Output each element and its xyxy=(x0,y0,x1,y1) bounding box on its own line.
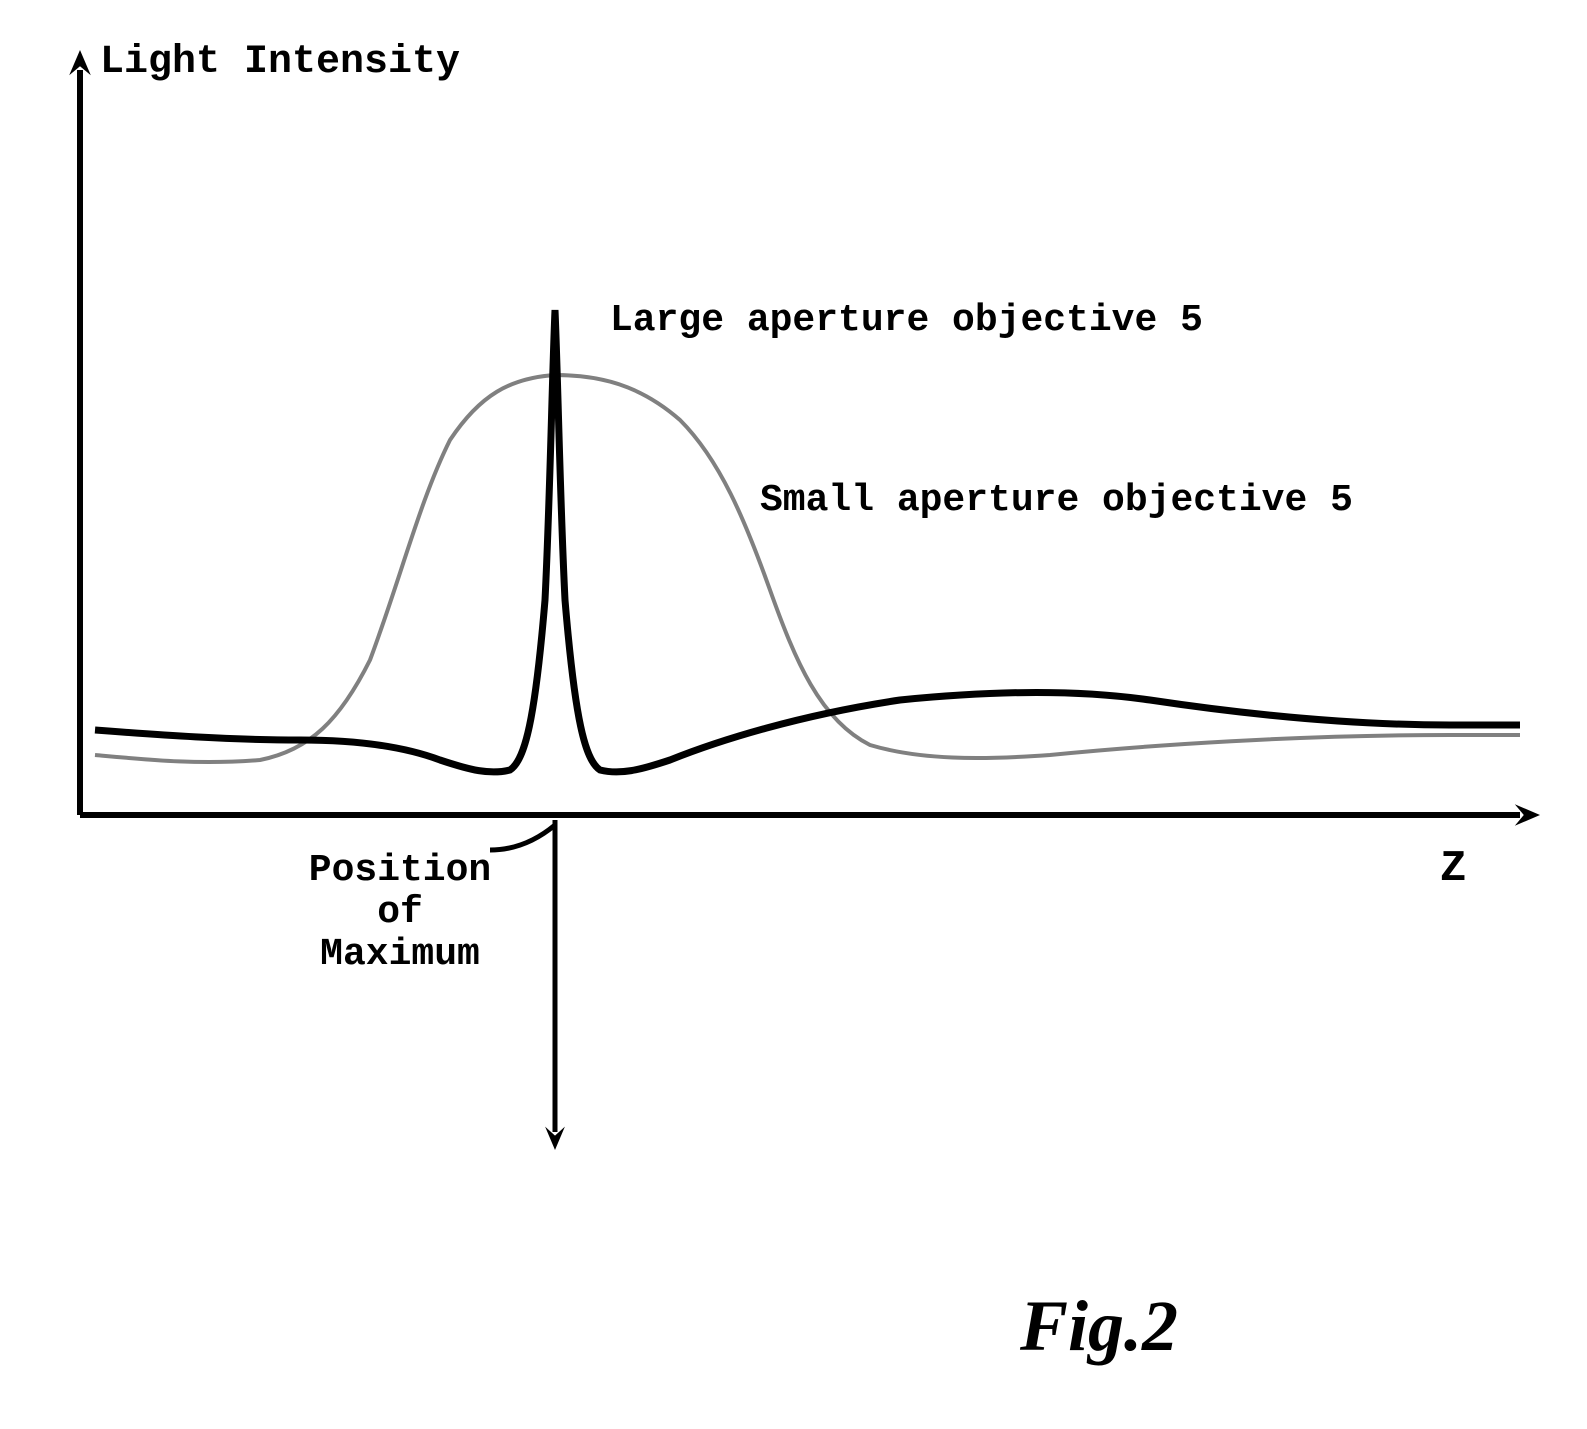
figure-caption: Fig.2 xyxy=(1019,1286,1178,1366)
figure-diagram: Light Intensity Z Large aperture objecti… xyxy=(0,0,1587,1429)
position-label-line3: Maximum xyxy=(320,933,480,976)
diagram-svg: Light Intensity Z Large aperture objecti… xyxy=(0,0,1587,1429)
y-axis-label: Light Intensity xyxy=(100,40,460,85)
large-aperture-curve xyxy=(95,310,1520,772)
x-axis-label: Z xyxy=(1440,844,1466,894)
small-aperture-label: Small aperture objective 5 xyxy=(760,479,1353,522)
large-aperture-label: Large aperture objective 5 xyxy=(610,299,1203,342)
position-label-line1: Position xyxy=(309,849,491,892)
position-label-line2: of xyxy=(377,891,423,934)
small-aperture-curve xyxy=(95,375,1520,762)
position-marker-tail xyxy=(490,825,555,850)
